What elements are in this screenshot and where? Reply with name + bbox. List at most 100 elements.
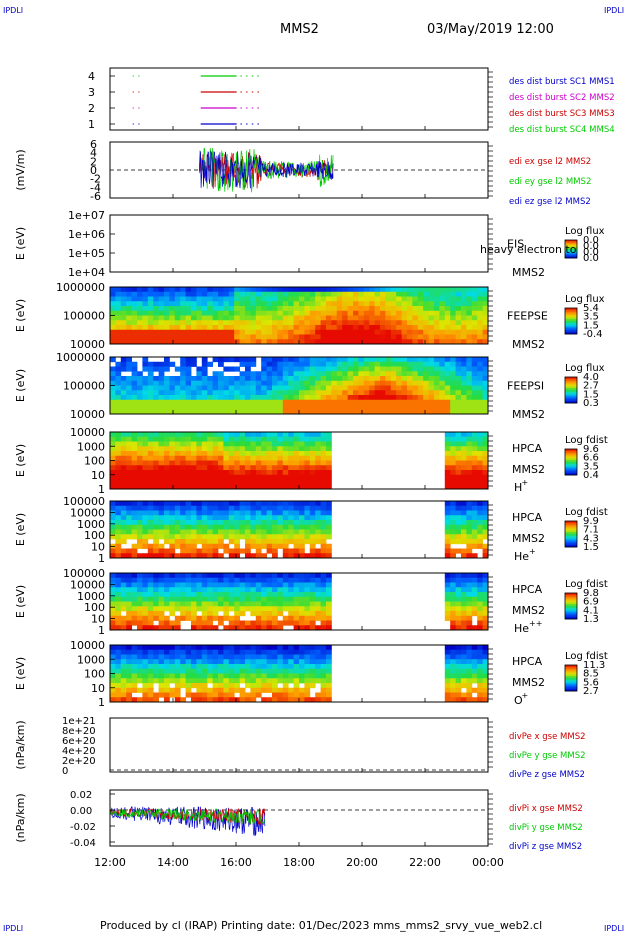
heatmap-cell (385, 361, 392, 367)
heatmap-cell (207, 399, 213, 405)
heatmap-cell (439, 404, 446, 410)
heatmap-cell (180, 339, 186, 345)
heatmap-cell (180, 460, 186, 466)
heatmap-cell (174, 291, 181, 297)
heatmap-cell (439, 320, 446, 326)
heatmap-cell (471, 654, 478, 660)
heatmap-cell (147, 505, 154, 511)
heatmap-cell (164, 577, 170, 583)
heatmap-cell (212, 678, 219, 684)
heatmap-cell (369, 371, 375, 377)
heatmap-cell (299, 291, 305, 297)
heatmap-cell (482, 339, 489, 345)
heatmap-cell (169, 654, 176, 660)
heatmap-cell (126, 315, 132, 321)
heatmap-cell (250, 376, 257, 382)
heatmap-cell (299, 315, 305, 321)
heatmap-cell (158, 520, 165, 526)
heatmap-cell (142, 520, 149, 526)
heatmap-cell (309, 683, 316, 689)
heatmap-cell (234, 587, 240, 593)
heatmap-cell (277, 339, 284, 345)
heatmap-cell (115, 329, 122, 335)
heatmap-cell (396, 366, 402, 372)
colorbar-cell (565, 685, 577, 688)
footer-text: Produced by cl (IRAP) Printing date: 01/… (100, 919, 543, 932)
heatmap-cell (331, 390, 338, 396)
heatmap-cell (326, 573, 332, 579)
heatmap-cell (174, 296, 181, 302)
heatmap-cell (347, 296, 354, 302)
colorbar-cell (565, 242, 577, 245)
heatmap-cell (158, 484, 165, 490)
colorbar-cell (565, 245, 577, 247)
heatmap-cell (331, 361, 338, 367)
heatmap-cell (239, 301, 246, 307)
heatmap-cell (158, 325, 165, 331)
heatmap-cell (131, 460, 138, 466)
heatmap-cell (250, 404, 257, 410)
heatmap-cell (277, 455, 284, 461)
heatmap-cell (299, 409, 305, 415)
heatmap-cell (158, 548, 165, 554)
heatmap-cell (153, 664, 159, 670)
heatmap-cell (342, 287, 348, 293)
heatmap-cell (444, 692, 451, 698)
heatmap-cell (153, 484, 159, 490)
heatmap-cell (466, 334, 473, 340)
heatmap-cell (239, 520, 246, 526)
heatmap-cell (196, 529, 203, 535)
heatmap-cell (147, 649, 154, 655)
heatmap-cell (115, 376, 122, 382)
y-tick-label: -0.04 (70, 838, 96, 849)
heatmap-cell (380, 371, 386, 377)
heatmap-cell (288, 692, 294, 698)
heatmap-cell (277, 659, 284, 665)
colorbar-tick-label: 2.7 (583, 686, 599, 697)
heatmap-cell (428, 380, 435, 386)
heatmap-cell (153, 649, 159, 655)
heatmap-cell (342, 409, 348, 415)
heatmap-cell (207, 501, 213, 507)
heatmap-cell (466, 687, 473, 693)
heatmap-cell (272, 310, 278, 316)
heatmap-cell (174, 339, 181, 345)
heatmap-cell (266, 529, 273, 535)
heatmap-cell (293, 361, 300, 367)
heatmap-cell (185, 395, 192, 401)
heatmap-cell (320, 539, 327, 545)
heatmap-cell (250, 620, 257, 626)
heatmap-cell (174, 451, 181, 457)
heatmap-cell (477, 301, 483, 307)
heatmap-cell (142, 310, 149, 316)
heatmap-cell (266, 573, 273, 579)
heatmap-cell (380, 287, 386, 293)
heatmap-cell (174, 683, 181, 689)
heatmap-cell (363, 366, 370, 372)
heatmap-cell (266, 390, 273, 396)
heatmap-cell (401, 310, 408, 316)
heatmap-cell (147, 329, 154, 335)
heatmap-cell (126, 668, 132, 674)
heatmap-cell (245, 399, 251, 405)
heatmap-cell (185, 287, 192, 293)
heatmap-cell (250, 534, 257, 540)
heatmap-cell (234, 582, 240, 588)
heatmap-cell (385, 409, 392, 415)
heatmap-cell (358, 390, 365, 396)
instrument-label: HPCA (512, 583, 543, 596)
heatmap-cell (147, 548, 154, 554)
heatmap-cell (131, 543, 138, 549)
colorbar-cell (565, 251, 577, 254)
heatmap-cell (380, 320, 386, 326)
colorbar-cell (565, 670, 577, 673)
heatmap-cell (191, 441, 197, 447)
heatmap-cell (174, 582, 181, 588)
heatmap-cell (115, 501, 122, 507)
heatmap-cell (428, 357, 435, 363)
heatmap-cell (250, 306, 257, 312)
heatmap-cell (223, 548, 230, 554)
heatmap-cell (147, 470, 154, 476)
heatmap-cell (326, 380, 332, 386)
